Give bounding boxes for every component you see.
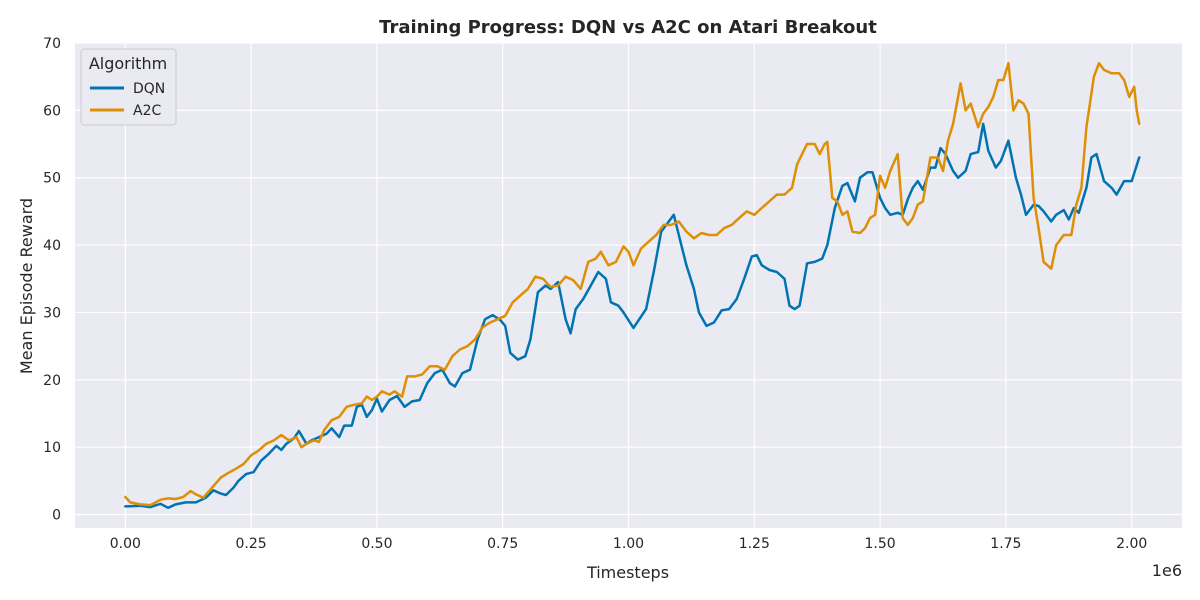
x-axis-ticks: 0.00 0.25 0.50 0.75 1.00 1.25 1.50 1.75 2.00 — [110, 536, 1148, 552]
x-tick-label: 2.00 — [1116, 536, 1147, 552]
legend-label-a2c: A2C — [133, 103, 161, 119]
series-line-a2c — [124, 61, 1141, 507]
y-tick-label: 70 — [43, 36, 61, 52]
legend-title: Algorithm — [89, 54, 167, 73]
x-axis-offset-label: 1e6 — [1152, 561, 1182, 580]
series-lines — [124, 61, 1141, 510]
x-tick-label: 1.00 — [613, 536, 644, 552]
y-tick-label: 40 — [43, 238, 61, 254]
legend-label-dqn: DQN — [133, 81, 165, 97]
legend: Algorithm DQN A2C — [80, 48, 177, 126]
x-tick-label: 1.25 — [739, 536, 770, 552]
x-tick-label: 0.25 — [236, 536, 267, 552]
y-axis-ticks: 0 10 20 30 40 50 60 70 — [43, 36, 61, 524]
y-axis-label: Mean Episode Reward — [17, 198, 36, 374]
grid — [75, 42, 1182, 528]
x-axis-label: Timesteps — [586, 563, 669, 582]
y-tick-label: 50 — [43, 171, 61, 187]
x-tick-label: 1.50 — [865, 536, 896, 552]
x-tick-label: 0.00 — [110, 536, 141, 552]
chart-title: Training Progress: DQN vs A2C on Atari B… — [379, 17, 877, 38]
x-tick-label: 0.75 — [487, 536, 518, 552]
x-tick-label: 0.50 — [361, 536, 392, 552]
x-tick-label: 1.75 — [990, 536, 1021, 552]
y-tick-label: 20 — [43, 373, 61, 389]
legend-box — [80, 48, 177, 126]
y-tick-label: 0 — [52, 508, 61, 524]
y-tick-label: 10 — [43, 440, 61, 456]
y-tick-label: 30 — [43, 305, 61, 321]
y-tick-label: 60 — [43, 103, 61, 119]
